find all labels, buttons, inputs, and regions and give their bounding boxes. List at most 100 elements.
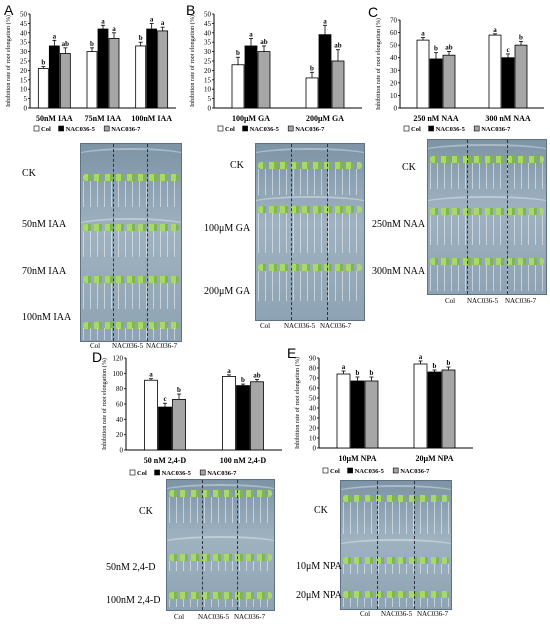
significance-letter: b xyxy=(310,64,314,72)
significance-letter: b xyxy=(370,369,374,377)
legend-label: NAC036-5 xyxy=(66,126,96,133)
y-axis-label: Inhibition rate of root elongation (%) xyxy=(5,15,12,107)
y-axis-label: Inhibition rate of root elongation (%) xyxy=(101,358,108,450)
y-tick-label: 25 xyxy=(204,58,212,66)
plate-b-row-label: CK xyxy=(230,160,244,171)
plate-b-row-label: 100μM GA xyxy=(204,223,251,234)
legend-swatch xyxy=(347,467,353,474)
bar xyxy=(427,371,442,449)
legend-swatch xyxy=(58,125,64,132)
y-tick-label: 0 xyxy=(394,105,398,113)
significance-letter: a xyxy=(53,32,57,40)
legend-label: Col xyxy=(137,470,147,477)
bar xyxy=(441,369,456,449)
y-tick-label: 45 xyxy=(20,20,28,28)
legend-swatch xyxy=(129,469,136,476)
legend-swatch xyxy=(287,125,294,132)
x-tick-label: 100μM GA xyxy=(232,114,270,123)
plate-e-genotype: NAC036-7 xyxy=(417,610,449,618)
bar xyxy=(364,380,379,449)
legend-label: Col xyxy=(225,126,235,133)
plate-c-row-label: 250nM NAA xyxy=(372,219,426,230)
plate-c-genotype: NAC036-7 xyxy=(505,297,537,305)
y-tick-label: 80 xyxy=(309,365,317,373)
y-tick-label: 30 xyxy=(204,48,212,56)
y-tick-label: 60 xyxy=(309,385,317,393)
plate-image-e xyxy=(340,480,452,610)
significance-letter: c xyxy=(163,395,166,403)
significance-letter: a xyxy=(493,26,497,34)
bar xyxy=(37,68,49,109)
x-tick-label: 100 nM 2,4-D xyxy=(220,456,267,465)
plate-d-genotype: NAC036-5 xyxy=(198,613,230,621)
plate-d-genotype: Col xyxy=(174,613,185,621)
y-tick-label: 60 xyxy=(116,401,124,409)
x-tick-label: 300 nM NAA xyxy=(485,114,531,123)
significance-letter: a xyxy=(227,367,231,375)
y-tick-label: 50 xyxy=(20,11,28,19)
plate-e-row-label: 20μM NPA xyxy=(296,590,342,601)
y-tick-label: 10 xyxy=(309,435,317,443)
x-tick-label: 10μM NPA xyxy=(339,454,377,463)
legend-label: NAC036-7 xyxy=(111,126,141,133)
y-tick-label: 0 xyxy=(208,105,212,113)
y-tick-label: 40 xyxy=(309,405,317,413)
legend-swatch xyxy=(242,125,248,132)
legend-swatch xyxy=(33,125,40,132)
legend-label: Col xyxy=(41,126,51,133)
significance-letter: b xyxy=(236,49,240,57)
significance-letter: ab xyxy=(334,42,342,50)
y-tick-label: 50 xyxy=(204,11,212,19)
significance-letter: b xyxy=(139,34,143,42)
bar xyxy=(135,45,147,109)
significance-letter: ab xyxy=(260,38,268,46)
plate-c-genotype: NAC036-5 xyxy=(467,297,499,305)
plate-e-row-label: CK xyxy=(314,505,328,516)
significance-letter: a xyxy=(150,15,154,23)
bar xyxy=(231,64,245,109)
panel-letter-e: E xyxy=(287,345,297,361)
legend-swatch xyxy=(322,467,329,474)
significance-letter: a xyxy=(249,30,253,38)
bar xyxy=(250,381,264,451)
legend-swatch xyxy=(103,125,110,132)
legend-swatch xyxy=(392,467,399,474)
y-tick-label: 50 xyxy=(309,395,317,403)
significance-letter: b xyxy=(356,369,360,377)
y-tick-label: 15 xyxy=(20,76,28,84)
bar xyxy=(158,406,172,451)
x-tick-label: 50nM IAA xyxy=(36,114,73,123)
bar xyxy=(336,373,351,449)
y-tick-label: 40 xyxy=(116,416,124,424)
legend-swatch xyxy=(154,469,160,476)
y-tick-label: 10 xyxy=(20,86,28,94)
x-tick-label: 200μM GA xyxy=(306,114,344,123)
bar xyxy=(350,380,365,449)
y-tick-label: 5 xyxy=(208,95,212,103)
bar xyxy=(97,28,109,109)
plate-b-row-label: 200μM GA xyxy=(204,286,251,297)
y-tick-label: 40 xyxy=(204,29,212,37)
x-tick-label: 100nM IAA xyxy=(131,114,172,123)
legend-swatch xyxy=(403,125,410,132)
legend-label: NAC036-5 xyxy=(355,468,385,475)
significance-letter: ab xyxy=(62,40,70,48)
plate-e-row-label: 10μM NPA xyxy=(296,561,342,572)
y-tick-label: 35 xyxy=(204,39,212,47)
bar xyxy=(59,53,71,109)
significance-letter: a xyxy=(419,353,423,361)
plate-b-genotype: NAC036-7 xyxy=(320,322,352,330)
y-tick-label: 20 xyxy=(204,67,212,75)
panel-letter-b: B xyxy=(186,2,196,18)
plate-d-row-label: 100nM 2,4-D xyxy=(106,595,161,606)
legend-label: Col xyxy=(330,468,340,475)
bar xyxy=(501,57,515,109)
legend-label: NAC036-5 xyxy=(250,126,280,133)
bar xyxy=(416,39,430,109)
plate-image-a xyxy=(80,143,182,342)
legend-label: NAC036-5 xyxy=(162,470,192,477)
y-tick-label: 45 xyxy=(204,20,212,28)
y-tick-label: 30 xyxy=(309,415,317,423)
bar xyxy=(222,375,236,451)
legend-label: NAC036-5 xyxy=(436,126,466,133)
